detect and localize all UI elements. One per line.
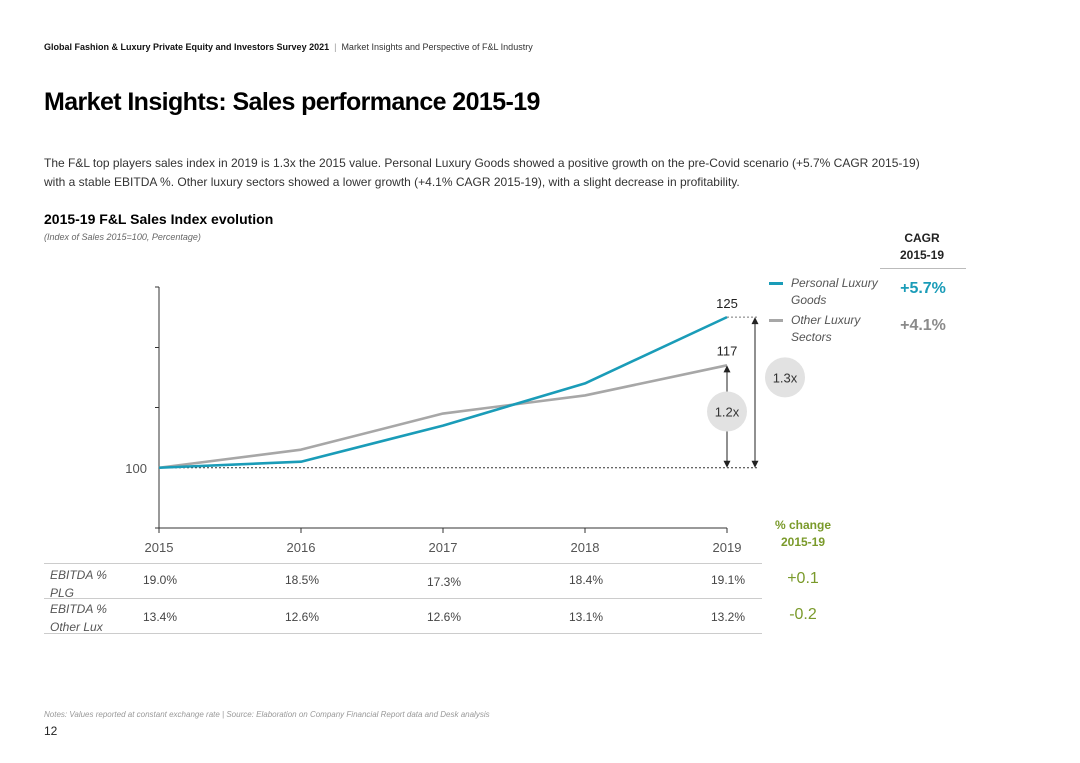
arrowhead-up [751,317,759,325]
table-cell: 12.6% [426,610,462,624]
pct-change-plg: +0.1 [787,570,819,587]
cagr-header-line1: CAGR [904,231,940,245]
table-cell: 12.6% [284,610,320,624]
end-label-plg: 125 [716,296,738,311]
chart-title: 2015-19 F&L Sales Index evolution [44,211,274,227]
chart-axes: 2015 2016 2017 2018 2019 [145,286,742,555]
table-row-label-other: EBITDA % Other Lux [50,602,107,634]
multiplier-label-plg: 1.3x [773,370,798,385]
pct-change-header: % change 2015-19 [760,517,846,551]
legend-label-plg: Personal Luxury Goods [791,276,878,307]
pct-change-other: -0.2 [789,606,817,623]
legend-item-other: Other Luxury Sectors [769,312,879,348]
cagr-divider [880,268,966,269]
survey-title: Global Fashion & Luxury Private Equity a… [44,42,330,52]
page-description: The F&L top players sales index in 2019 … [44,156,920,189]
arrowhead-down [751,460,759,468]
cagr-header: CAGR 2015-19 [880,230,964,264]
table-cell: 13.1% [568,610,604,624]
x-tick-label: 2015 [145,540,174,555]
table-cell: 19.0% [142,573,178,587]
multiplier-bubble-plg [765,357,805,398]
table-divider-bottom [44,633,762,634]
footnote: Notes: Values reported at constant excha… [44,710,490,719]
table-cell: 13.2% [710,610,746,624]
arrowhead-down [723,460,731,468]
x-tick-label: 2018 [571,540,600,555]
x-tick-label: 2016 [287,540,316,555]
header-subtitle: Market Insights and Perspective of F&L I… [341,42,533,52]
chart-annotations: 125 117 1.2x 1.3x [707,296,805,468]
pct-change-header-line2: 2015-19 [780,535,826,549]
multiplier-label-other: 1.2x [715,405,740,420]
cagr-header-line2: 2015-19 [899,248,945,262]
table-cell: 18.5% [284,573,320,587]
table-cell: 18.4% [568,573,604,587]
baseline-label: 100 [125,461,147,476]
table-cell: 17.3% [426,575,462,589]
series-line-plg [158,315,728,470]
chart-subtitle: (Index of Sales 2015=100, Percentage) [44,232,201,242]
header-separator: | [334,42,337,52]
cagr-value-other: +4.1% [900,317,946,334]
document-header: Global Fashion & Luxury Private Equity a… [44,42,533,52]
legend-item-plg: Personal Luxury Goods [769,275,879,311]
table-divider-middle [44,598,762,599]
arrowhead-up [723,365,731,373]
end-label-other: 117 [717,343,738,358]
x-tick-label: 2017 [429,540,458,555]
table-cell: 13.4% [142,610,178,624]
series-line-other [158,364,728,470]
table-row-label-plg: EBITDA % PLG [50,568,107,600]
chart-series [158,315,728,470]
chart-reference-lines: 100 [125,461,757,476]
table-divider-top [44,563,762,564]
legend-swatch-plg [769,282,783,285]
pct-change-header-line1: % change [774,518,831,532]
page-number: 12 [44,724,58,738]
legend-label-other: Other Luxury Sectors [791,313,861,344]
page-title: Market Insights: Sales performance 2015-… [44,88,540,116]
table-cell: 19.1% [710,573,746,587]
multiplier-bubble-other [707,391,747,432]
legend-swatch-other [769,319,783,322]
x-tick-label: 2019 [713,540,742,555]
cagr-value-plg: +5.7% [900,280,946,297]
